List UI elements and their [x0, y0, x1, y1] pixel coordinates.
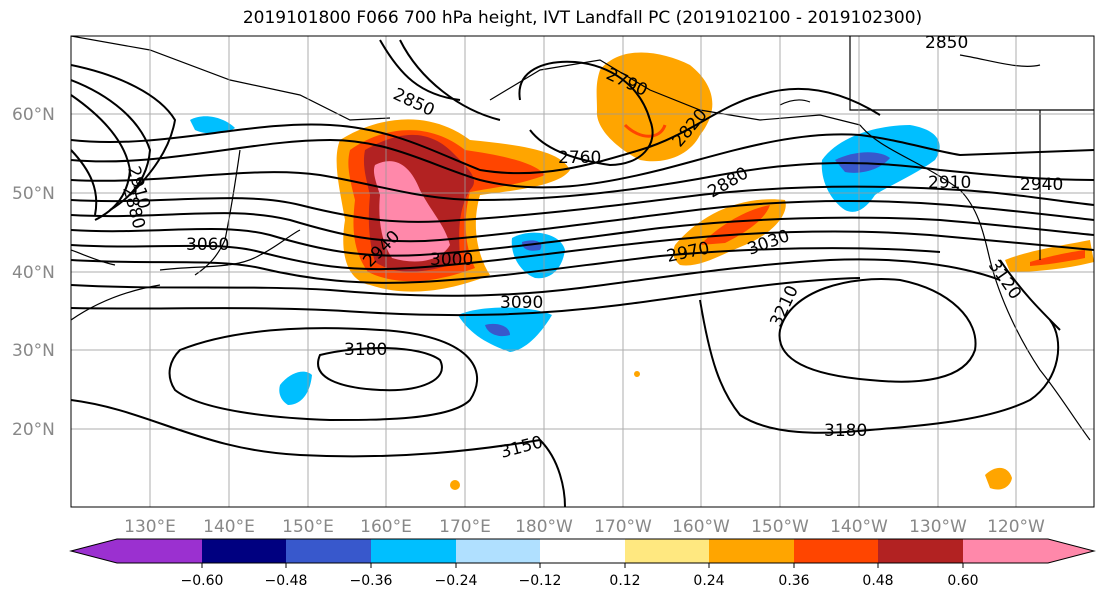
colorbar-segment — [202, 539, 286, 563]
contour-label: 3060 — [186, 235, 229, 255]
lon-label: 180°W — [515, 517, 573, 537]
colorbar-segment — [456, 539, 540, 563]
colorbar-outline — [69, 538, 1096, 564]
latitude-labels: 60°N 50°N 40°N 30°N 20°N — [12, 105, 55, 440]
contour-label: 3000 — [430, 250, 473, 270]
lon-label: 170°W — [594, 517, 652, 537]
lat-label: 40°N — [12, 263, 55, 283]
contour-label: 3090 — [500, 293, 543, 313]
contour-label: 2970 — [665, 238, 711, 267]
colorbar-tick-label: −0.48 — [265, 573, 308, 589]
lon-label: 170°E — [439, 517, 491, 537]
colorbar-ticks — [201, 563, 964, 568]
colorbar-tick-label: 0.12 — [609, 573, 640, 589]
gridlines — [71, 36, 1094, 507]
contour-label: 2940 — [1020, 175, 1063, 195]
colorbar-segment — [286, 539, 371, 563]
lat-label: 20°N — [12, 420, 55, 440]
lon-label: 130°E — [124, 517, 176, 537]
lon-label: 120°W — [987, 517, 1045, 537]
colorbar-tick-label: 0.48 — [862, 573, 893, 589]
colorbar-tick-label: 0.60 — [947, 573, 978, 589]
colorbar-tick-label: 0.36 — [778, 573, 809, 589]
colorbar-segment — [117, 539, 202, 563]
lat-label: 50°N — [12, 184, 55, 204]
contour-label: 2760 — [558, 148, 601, 168]
colorbar-tick-label: −0.60 — [181, 573, 224, 589]
contour-label: 2850 — [390, 84, 438, 120]
height-contours — [71, 39, 1094, 507]
colorbar-segment — [963, 539, 1048, 563]
colorbar-tick-label: −0.12 — [519, 573, 562, 589]
contour-label: 2850 — [925, 33, 968, 53]
lat-label: 60°N — [12, 105, 55, 125]
map-frame — [70, 35, 1095, 508]
map-title: 2019101800 F066 700 hPa height, IVT Land… — [242, 8, 923, 28]
lat-label: 30°N — [12, 341, 55, 361]
lon-label: 140°E — [203, 517, 255, 537]
colorbar-tick-label: 0.24 — [693, 573, 724, 589]
colorbar-segment — [71, 539, 117, 563]
colorbar-tick-label: −0.24 — [435, 573, 478, 589]
colorbar-segment — [1048, 539, 1094, 563]
colorbar-segment — [625, 539, 709, 563]
colorbar-segment — [878, 539, 963, 563]
lon-label: 150°E — [282, 517, 334, 537]
colorbar-tick-label: −0.36 — [350, 573, 393, 589]
lon-label: 130°W — [909, 517, 967, 537]
contour-label: 3180 — [344, 340, 387, 360]
contour-label: 3180 — [824, 421, 867, 441]
colorbar-segment — [709, 539, 794, 563]
lon-label: 160°W — [672, 517, 730, 537]
contour-label: 3150 — [498, 432, 545, 463]
lon-label: 160°E — [360, 517, 412, 537]
colorbar: −0.60 −0.48 −0.36 −0.24 −0.12 0.12 0.24 … — [69, 538, 1096, 589]
contour-label: 2880 — [705, 163, 752, 202]
colorbar-segment — [371, 539, 456, 563]
contour-label: 3210 — [766, 282, 802, 330]
ivt-shading — [190, 52, 1094, 490]
contour-label: 2910 — [928, 173, 971, 193]
longitude-labels: 130°E 140°E 150°E 160°E 170°E 180°W 170°… — [124, 517, 1045, 537]
colorbar-segment — [540, 539, 625, 563]
lon-label: 150°W — [751, 517, 809, 537]
lon-label: 140°W — [830, 517, 888, 537]
colorbar-segment — [794, 539, 878, 563]
